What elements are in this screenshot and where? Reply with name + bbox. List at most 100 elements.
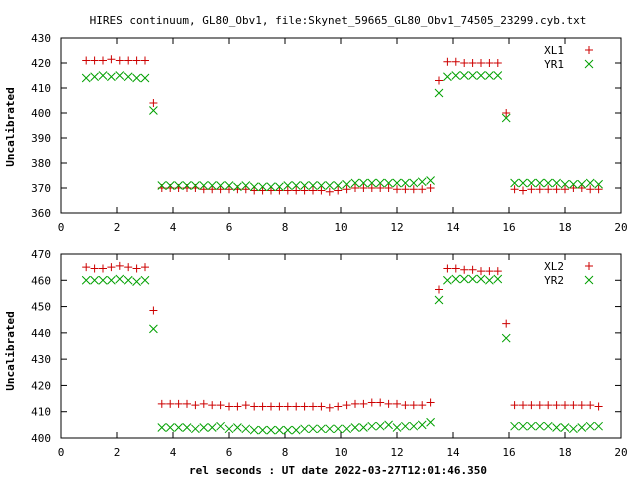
data-point-yr2 — [191, 424, 200, 434]
x-tick-label: 12 — [390, 446, 403, 459]
data-point-yr2 — [459, 274, 469, 284]
y-tick-label: 460 — [31, 274, 51, 287]
data-point-yr1 — [317, 181, 326, 190]
legend-label-xl1: XL1 — [544, 44, 564, 57]
x-tick-label: 18 — [558, 446, 571, 459]
data-point-yr2 — [300, 424, 309, 434]
data-point-yr1 — [384, 178, 393, 188]
legend-label-yr1: YR1 — [544, 58, 564, 71]
data-point-xl2 — [577, 401, 586, 410]
data-point-xl1 — [199, 185, 208, 194]
data-point-yr1 — [199, 181, 209, 190]
data-point-yr1 — [417, 177, 427, 187]
data-point-yr1 — [451, 71, 461, 80]
y-tick-label: 400 — [31, 107, 51, 120]
data-point-xl2 — [166, 399, 175, 408]
data-point-yr1 — [510, 178, 519, 188]
plot-frame — [60, 253, 622, 439]
data-point-yr2 — [275, 425, 284, 435]
data-point-xl1 — [586, 185, 595, 194]
data-point-xl2 — [351, 399, 359, 408]
data-point-xl1 — [527, 185, 536, 194]
data-point-xl1 — [99, 56, 107, 65]
data-point-yr2 — [552, 423, 561, 432]
x-tick-label: 4 — [170, 221, 177, 234]
data-point-xl1 — [535, 185, 544, 194]
data-point-yr2 — [333, 424, 343, 434]
data-point-xl1 — [561, 185, 569, 194]
data-point-xl1 — [292, 186, 301, 195]
data-point-xl1 — [132, 56, 141, 65]
data-point-yr1 — [132, 73, 141, 83]
data-point-yr2 — [207, 423, 217, 432]
data-point-yr1 — [367, 178, 377, 188]
data-point-xl2 — [451, 264, 460, 273]
data-point-xl1 — [519, 186, 527, 195]
x-axis-label: rel seconds : UT date 2022-03-27T12:01:4… — [189, 464, 487, 477]
data-point-yr2 — [501, 333, 511, 343]
data-point-xl2 — [561, 401, 569, 410]
data-point-xl2 — [384, 399, 393, 408]
data-point-xl2 — [90, 264, 99, 273]
data-point-yr2 — [468, 274, 477, 284]
data-point-yr1 — [258, 182, 267, 192]
data-point-yr2 — [199, 423, 209, 432]
data-point-xl1 — [569, 184, 578, 192]
data-point-yr1 — [300, 181, 309, 190]
data-point-yr1 — [241, 181, 251, 190]
data-point-yr1 — [149, 106, 158, 115]
x-tick-label: 2 — [114, 446, 121, 459]
data-point-xl2 — [367, 398, 376, 407]
x-tick-label: 4 — [170, 446, 177, 459]
data-point-xl1 — [317, 186, 326, 195]
x-tick-label: 8 — [282, 221, 289, 234]
data-point-yr2 — [527, 421, 536, 431]
data-point-xl2 — [183, 399, 191, 408]
data-point-yr2 — [392, 423, 402, 432]
data-point-yr1 — [459, 71, 469, 80]
data-point-yr1 — [443, 72, 452, 82]
data-point-xl2 — [460, 265, 469, 274]
data-point-xl2 — [325, 403, 334, 412]
y-tick-label: 400 — [31, 432, 51, 445]
data-point-xl2 — [157, 399, 166, 408]
data-point-xl2 — [124, 263, 133, 272]
data-point-xl1 — [241, 185, 250, 194]
data-point-xl2 — [300, 402, 309, 411]
data-point-yr1 — [585, 178, 595, 188]
x-tick-label: 2 — [114, 221, 121, 234]
data-point-yr1 — [182, 181, 192, 190]
data-point-xl2 — [292, 402, 301, 411]
data-point-yr2 — [182, 423, 192, 432]
data-point-xl1 — [342, 185, 351, 194]
data-point-yr2 — [233, 423, 242, 432]
y-tick-label: 420 — [31, 57, 51, 70]
data-point-xl2 — [317, 402, 326, 411]
x-tick-label: 0 — [58, 446, 65, 459]
data-point-xl2 — [216, 401, 225, 410]
data-point-xl1 — [435, 76, 443, 85]
y-tick-label: 370 — [31, 182, 51, 195]
y-tick-label: 410 — [31, 82, 51, 95]
data-point-xl2 — [208, 401, 217, 410]
data-point-xl1 — [267, 186, 275, 195]
data-point-yr1 — [552, 178, 561, 188]
data-point-xl2 — [468, 265, 477, 274]
data-point-xl2 — [334, 402, 343, 411]
data-point-yr2 — [132, 277, 141, 286]
data-point-xl2 — [174, 399, 183, 408]
data-point-yr1 — [191, 181, 200, 190]
data-point-yr2 — [157, 423, 167, 432]
data-point-xl2 — [535, 401, 544, 410]
data-point-xl2 — [393, 399, 401, 408]
data-point-yr2 — [417, 420, 427, 430]
x-tick-label: 16 — [502, 221, 515, 234]
data-point-xl1 — [325, 187, 334, 196]
data-point-yr1 — [308, 181, 318, 190]
data-point-xl1 — [552, 185, 561, 194]
data-point-yr2 — [224, 424, 234, 434]
data-point-yr2 — [140, 275, 150, 285]
y-tick-label: 380 — [31, 157, 51, 170]
data-point-xl1 — [418, 185, 427, 194]
x-tick-label: 10 — [334, 221, 347, 234]
